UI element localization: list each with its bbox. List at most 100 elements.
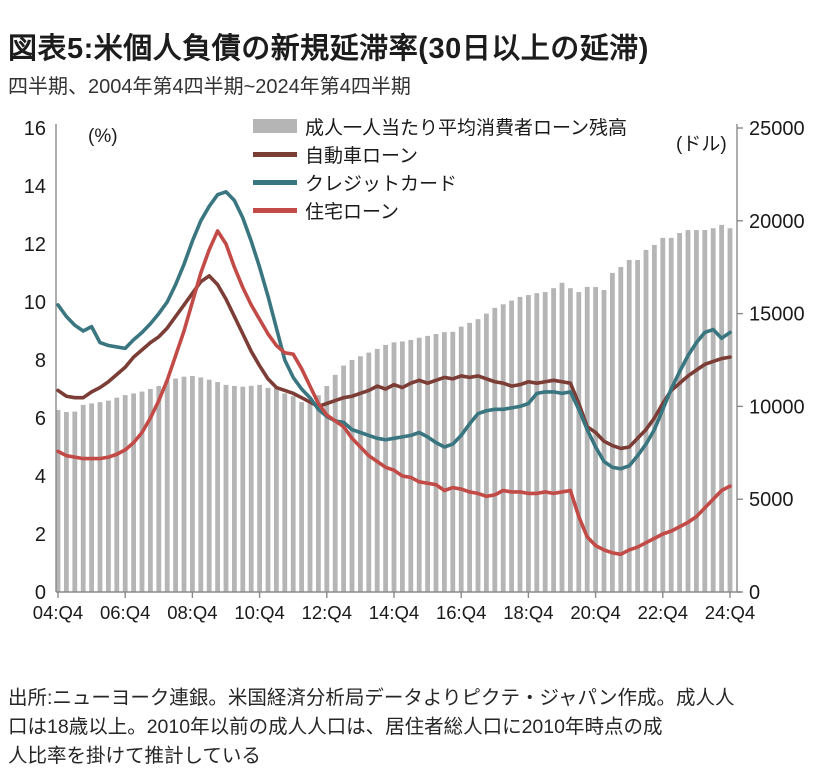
- bar: [660, 237, 666, 593]
- bar: [526, 295, 531, 592]
- chart-area: 04:Q4 06:Q4 08:Q4 10:Q4 12:Q4 14:Q4 16:Q4 18:Q4…: [0, 88, 820, 648]
- x-tick-label: 08:Q4: [167, 602, 217, 623]
- bar: [265, 387, 271, 592]
- chart-canvas: 04:Q4 06:Q4 08:Q4 10:Q4 12:Q4 14:Q4 16:Q4 18:Q4…: [24, 118, 805, 623]
- bar: [299, 402, 304, 592]
- bar: [433, 334, 439, 592]
- bar: [719, 224, 724, 593]
- bar: [458, 326, 464, 592]
- bar: [89, 403, 94, 592]
- bar: [274, 388, 279, 592]
- y-left-tick-label: 4: [35, 466, 46, 488]
- bar: [181, 376, 187, 592]
- legend-label-auto-loan: 自動車ローン: [305, 145, 419, 167]
- y-right-tick-label: 15000: [749, 304, 805, 326]
- bar: [139, 391, 145, 592]
- bar: [97, 402, 103, 592]
- bar: [559, 282, 565, 592]
- chart-subtitle: 四半期、2004年第4四半期~2024年第4四半期: [8, 76, 411, 98]
- bar: [694, 230, 699, 592]
- y-left-tick-label: 12: [24, 234, 46, 256]
- bar: [710, 228, 716, 592]
- bar: [442, 332, 447, 592]
- bar: [685, 230, 691, 592]
- x-tick-label: 22:Q4: [638, 602, 688, 623]
- bar: [307, 400, 313, 592]
- page-title: 図表5:米個人負債の新規延滞率(30日以上の延滞): [8, 33, 649, 66]
- legend-item-mortgage: 住宅ローン: [253, 196, 627, 224]
- bar: [324, 385, 330, 592]
- x-tick-label: 24:Q4: [705, 602, 755, 623]
- legend-item-balance: 成人一人当たり平均消費者ローン残高: [253, 112, 627, 140]
- bar: [114, 397, 120, 592]
- y-left-tick-label: 6: [35, 408, 46, 430]
- x-tick-label: 14:Q4: [369, 602, 419, 623]
- x-tick-label: 10:Q4: [234, 602, 284, 623]
- bar: [618, 267, 624, 592]
- bar: [316, 395, 321, 592]
- line-series-1: [56, 274, 732, 451]
- bar: [668, 237, 674, 593]
- bar: [223, 384, 229, 592]
- bar: [374, 348, 380, 592]
- y-right-tick-label: 25000: [749, 118, 805, 140]
- bar: [206, 379, 212, 592]
- bar: [509, 300, 514, 592]
- y-left-tick-label: 8: [35, 350, 46, 372]
- bar: [282, 393, 288, 592]
- legend-swatch-bar: [253, 119, 297, 133]
- bar: [257, 384, 262, 592]
- y-right-tick-label: 10000: [749, 396, 805, 418]
- bar: [584, 286, 590, 592]
- bar: [215, 382, 220, 592]
- y-left-tick-label: 2: [35, 524, 46, 546]
- bar: [643, 249, 649, 592]
- bar: [450, 331, 456, 592]
- bar: [408, 339, 414, 592]
- bar: [198, 377, 204, 592]
- legend-swatch-credit-card: [253, 179, 297, 185]
- bar: [534, 293, 540, 592]
- bar: [425, 335, 430, 592]
- bar: [358, 356, 363, 592]
- chart-legend: 成人一人当たり平均消費者ローン残高 自動車ローン クレジットカード 住宅ローン: [253, 112, 627, 224]
- legend-item-credit-card: クレジットカード: [253, 168, 627, 196]
- bar: [349, 360, 355, 592]
- bar: [416, 337, 422, 592]
- line-series-3: [56, 229, 732, 557]
- y-right-tick-label: 5000: [749, 489, 794, 511]
- bar: [542, 292, 548, 592]
- bar: [517, 296, 523, 592]
- bar: [341, 365, 346, 592]
- y-right-tick-label: 20000: [749, 211, 805, 233]
- y-left-tick-label: 0: [35, 582, 46, 604]
- bar: [568, 288, 573, 592]
- bar: [610, 272, 615, 592]
- legend-label-credit-card: クレジットカード: [305, 173, 458, 195]
- bar: [500, 304, 506, 592]
- legend-label-balance: 成人一人当たり平均消費者ローン残高: [305, 117, 628, 139]
- bar: [467, 322, 472, 592]
- legend-swatch-auto-loan: [253, 151, 297, 157]
- y-left-tick-label: 14: [24, 176, 46, 198]
- bar: [626, 259, 632, 592]
- bar: [64, 411, 69, 592]
- y-left-unit-label: (%): [88, 126, 118, 147]
- x-tick-label: 20:Q4: [570, 602, 620, 623]
- bar: [366, 352, 372, 592]
- legend-item-auto-loan: 自動車ローン: [253, 140, 627, 168]
- bar: [248, 385, 254, 592]
- bar: [551, 288, 556, 592]
- bar: [106, 400, 111, 592]
- bar: [190, 375, 195, 592]
- bar: [290, 396, 296, 592]
- bar: [80, 404, 86, 592]
- bar: [400, 341, 405, 592]
- bar: [55, 409, 61, 592]
- bar: [484, 313, 489, 592]
- bar: [164, 380, 170, 592]
- bar: [576, 292, 582, 592]
- bar: [173, 378, 178, 592]
- bar: [677, 233, 682, 592]
